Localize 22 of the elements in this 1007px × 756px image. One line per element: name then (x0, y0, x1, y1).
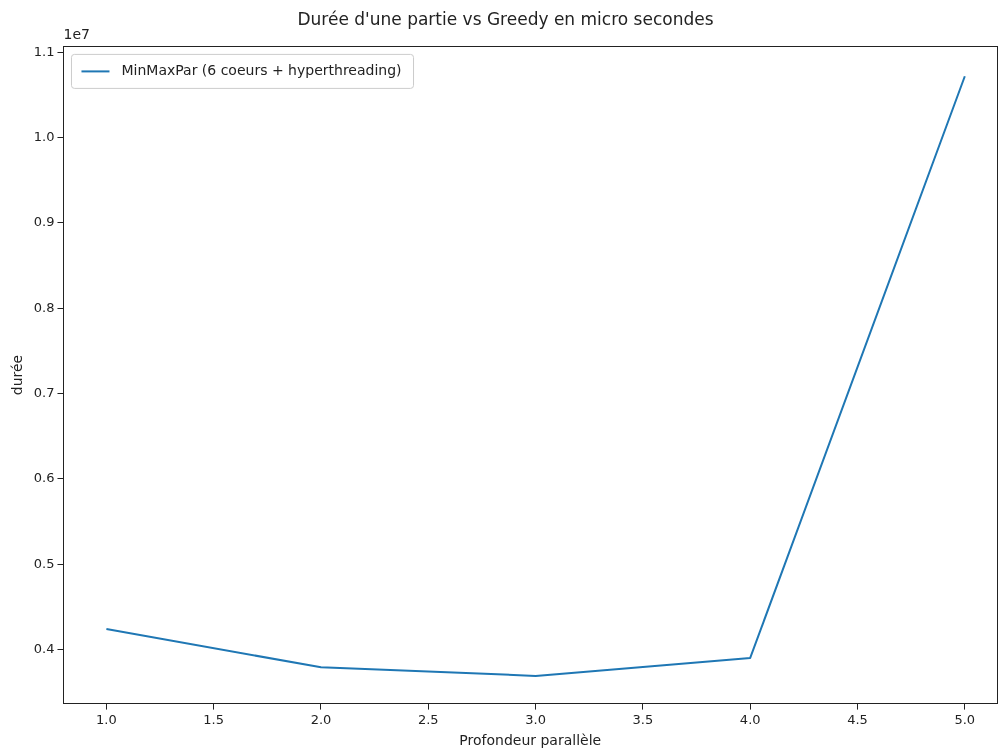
text: 1e7 (63, 26, 90, 43)
y-tick-label: 0.8 (33, 299, 55, 315)
x-tick-label: 3.0 (525, 711, 546, 727)
y-tick-label: 1.1 (33, 43, 55, 59)
y-tick-label: 0.4 (33, 640, 55, 656)
x-tick-label: 1.5 (203, 711, 225, 727)
y-tick-label: 0.7 (33, 384, 55, 400)
x-tick-label: 3.5 (632, 711, 654, 727)
y-tick-label: 1.0 (33, 129, 55, 145)
chart-title: Durée d'une partie vs Greedy en micro secondes (297, 8, 714, 29)
x-tick-label: 1.0 (96, 711, 117, 727)
x-tick-label: 4.0 (739, 711, 761, 727)
x-tick-label: 2.5 (417, 711, 439, 727)
y-axis-title: durée (9, 354, 26, 396)
x-axis-title: Profondeur parallèle (459, 732, 602, 749)
y-tick-label: 0.6 (33, 470, 55, 486)
x-tick-label: 5.0 (954, 711, 976, 727)
legend-label: MinMaxPar (6 coeurs + hyperthreading) (121, 62, 402, 79)
x-tick-label: 4.5 (847, 711, 868, 727)
y-tick-label: 0.5 (33, 555, 55, 571)
y-tick-label: 0.9 (33, 214, 55, 230)
x-tick-label: 2.0 (310, 711, 332, 727)
